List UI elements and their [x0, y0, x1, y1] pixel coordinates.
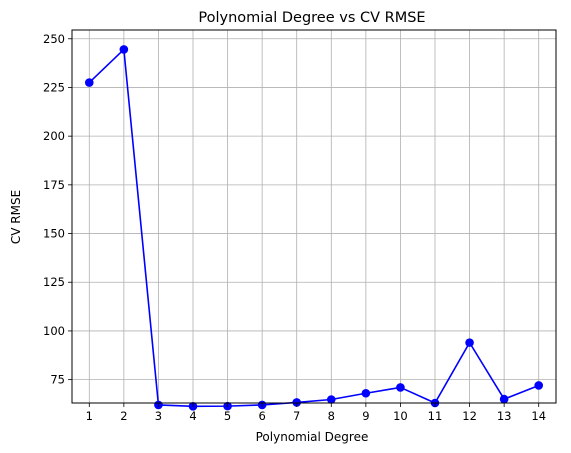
series-line — [88, 48, 540, 408]
data-point — [84, 78, 94, 87]
data-point — [119, 45, 129, 54]
series-layer — [84, 45, 544, 411]
x-axis-label: Polynomial Degree — [256, 430, 369, 444]
x-tick-label: 14 — [531, 409, 546, 423]
x-tick-label: 5 — [224, 409, 231, 423]
x-tick-label: 11 — [428, 409, 443, 423]
plot-frame — [71, 29, 557, 404]
chart-title: Polynomial Degree vs CV RMSE — [198, 10, 425, 26]
data-point — [361, 388, 371, 398]
data-point — [396, 383, 405, 392]
data-point — [465, 338, 474, 347]
y-tick-label: 200 — [43, 129, 65, 143]
x-tick-label: 7 — [293, 409, 300, 423]
x-tick-label: 2 — [120, 409, 127, 423]
y-axis: 75 100 125 150 175 200 225 250 — [43, 32, 72, 387]
x-tick-label: 8 — [328, 409, 335, 423]
data-point — [326, 395, 336, 404]
data-point — [292, 398, 302, 407]
x-tick-label: 13 — [497, 409, 512, 423]
data-point — [499, 394, 509, 404]
x-tick-label: 6 — [258, 409, 265, 423]
x-tick-label: 10 — [393, 409, 408, 423]
y-tick-label: 175 — [43, 178, 65, 192]
x-tick-label: 4 — [189, 409, 196, 423]
x-tick-label: 9 — [362, 409, 369, 423]
x-tick-label: 1 — [86, 409, 93, 423]
x-tick-label: 12 — [462, 409, 477, 423]
y-tick-label: 150 — [43, 227, 65, 241]
x-tick-label: 3 — [155, 409, 162, 423]
y-tick-label: 125 — [43, 275, 65, 289]
y-tick-label: 75 — [50, 373, 65, 387]
x-axis: 1 2 3 4 5 6 7 8 9 10 11 12 13 14 — [86, 403, 546, 423]
y-tick-label: 250 — [43, 32, 65, 46]
y-tick-label: 225 — [43, 80, 65, 94]
grid-lines — [72, 30, 556, 403]
y-axis-label: CV RMSE — [9, 190, 23, 244]
data-point — [534, 381, 544, 390]
y-tick-label: 100 — [43, 324, 65, 338]
